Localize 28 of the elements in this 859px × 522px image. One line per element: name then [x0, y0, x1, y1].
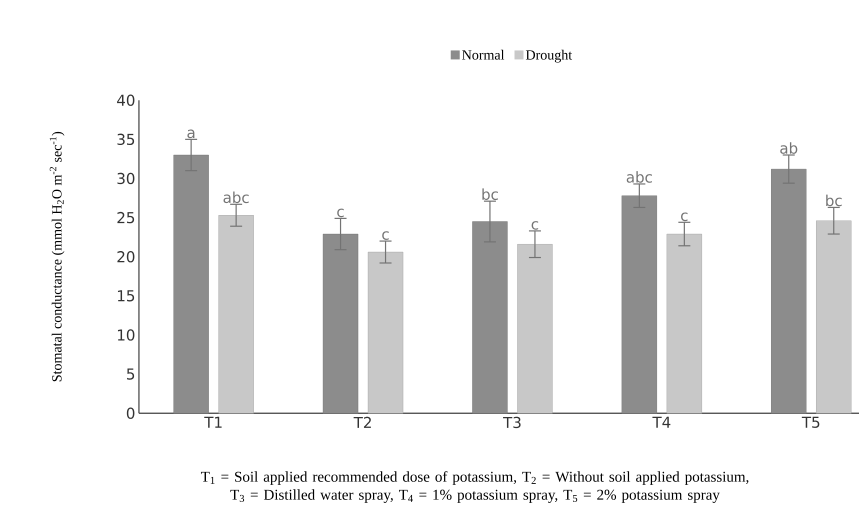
data-label: abc — [626, 171, 652, 183]
y-tick-label: 25 — [117, 212, 134, 224]
y-tick-label: 30 — [117, 172, 134, 184]
x-tick-label: T4 — [652, 416, 670, 428]
x-tick-label: T3 — [503, 416, 521, 428]
data-label: c — [382, 231, 389, 240]
legend-label: Normal — [462, 50, 504, 60]
x-tick-label: T1 — [204, 416, 222, 428]
data-label: c — [532, 221, 538, 230]
y-tick-label: 15 — [118, 290, 134, 302]
x-tick-label: T5 — [802, 416, 820, 428]
y-tick-label: 10 — [118, 329, 134, 341]
x-tick-label: T2 — [354, 416, 371, 428]
y-tick-label: 35 — [117, 134, 134, 146]
text: T$_{1}$ = Soil applied recommended dose of potassium, T$_{2}$ = Without soil applied potassium, T$_{3}$ = Distilled water spray, T$_{4}$ = 1% potassium spray, T$_{5}$ = 2% potassium spray — [200, 471, 748, 503]
y-tick-label: 5 — [127, 368, 134, 380]
data-label: c — [681, 212, 688, 222]
legend-label: Drought — [526, 50, 572, 63]
y-axis-title: Stomatal conductance (mmol H$_{2}$O m$^{-2}$ sec$^{-1}$) — [50, 132, 64, 382]
data-label: a — [187, 130, 194, 138]
y-tick-label: 0 — [126, 408, 134, 419]
data-label: bc — [482, 188, 498, 200]
data-label: c — [337, 208, 344, 218]
data-label: ab — [780, 142, 798, 154]
y-tick-label: 20 — [117, 251, 134, 262]
data-label: bc — [826, 194, 842, 206]
y-tick-label: 40 — [117, 94, 134, 106]
data-label: abc — [224, 192, 249, 204]
